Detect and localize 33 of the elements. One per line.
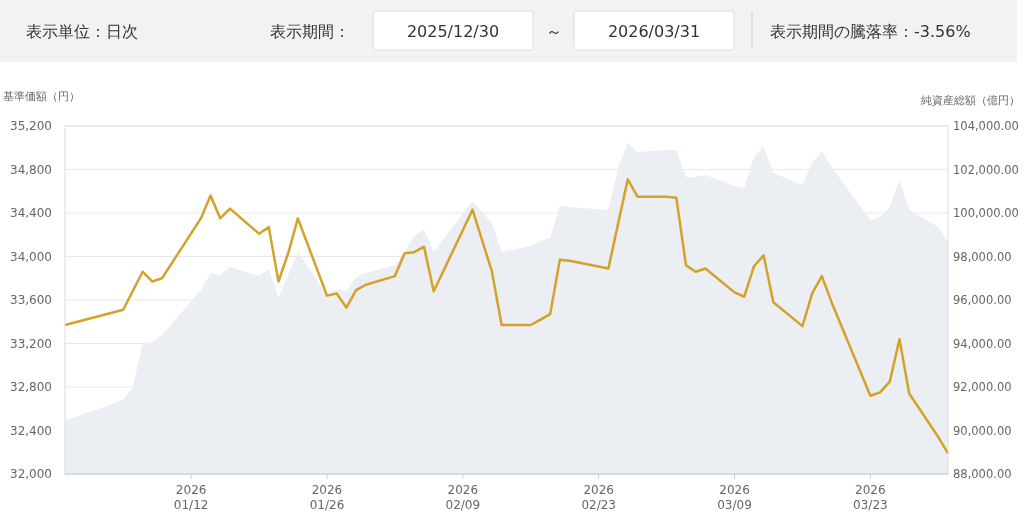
text: 表示期間の騰落率：-3.56%	[770, 22, 971, 41]
text: 表示単位：日次	[26, 22, 138, 41]
y-tick-label: 34,000	[10, 249, 52, 264]
y-tick-label: 32,800	[10, 380, 52, 394]
y-axis-title: 基準価額（円）	[3, 90, 80, 103]
y2-tick-label: 90,000.00	[953, 423, 1012, 438]
y2-tick-label: 104,000.00	[953, 119, 1019, 133]
x-tick-label: 2026 01/26	[309, 483, 345, 512]
y2-tick-label: 88,000.00	[953, 467, 1012, 481]
text: 表示期間：	[270, 22, 350, 41]
y-tick-label: 33,600	[10, 293, 52, 307]
y-tick-label: 34,800	[10, 162, 52, 177]
x-tick-label: 2026 03/23	[853, 483, 888, 512]
y2-tick-label: 98,000.00	[953, 249, 1012, 264]
y2-tick-label: 96,000.00	[953, 293, 1012, 307]
x-tick-label: 2026 01/12	[173, 483, 209, 512]
x-tick-label: 2026 02/23	[581, 483, 616, 512]
text: 2026/03/31	[607, 22, 701, 41]
text: 2025/12/30	[406, 22, 500, 41]
y2-tick-label: 100,000.00	[953, 206, 1019, 220]
x-tick-label: 2026 03/09	[717, 483, 752, 512]
y-tick-label: 32,400	[10, 423, 52, 438]
text: ～	[546, 22, 562, 41]
y2-tick-label: 94,000.00	[953, 336, 1012, 351]
y2-tick-label: 92,000.00	[953, 380, 1012, 394]
line-series	[63, 178, 950, 455]
y-tick-label: 32,000	[10, 467, 52, 481]
y2-tick-label: 102,000.00	[953, 162, 1019, 177]
y-tick-label: 33,200	[10, 336, 52, 351]
y2-axis-title: 純資産総額（億円）	[921, 94, 1020, 107]
x-tick-label: 2026 02/09	[445, 483, 481, 512]
y-tick-label: 34,400	[10, 206, 52, 220]
y-tick-label: 35,200	[10, 119, 52, 133]
